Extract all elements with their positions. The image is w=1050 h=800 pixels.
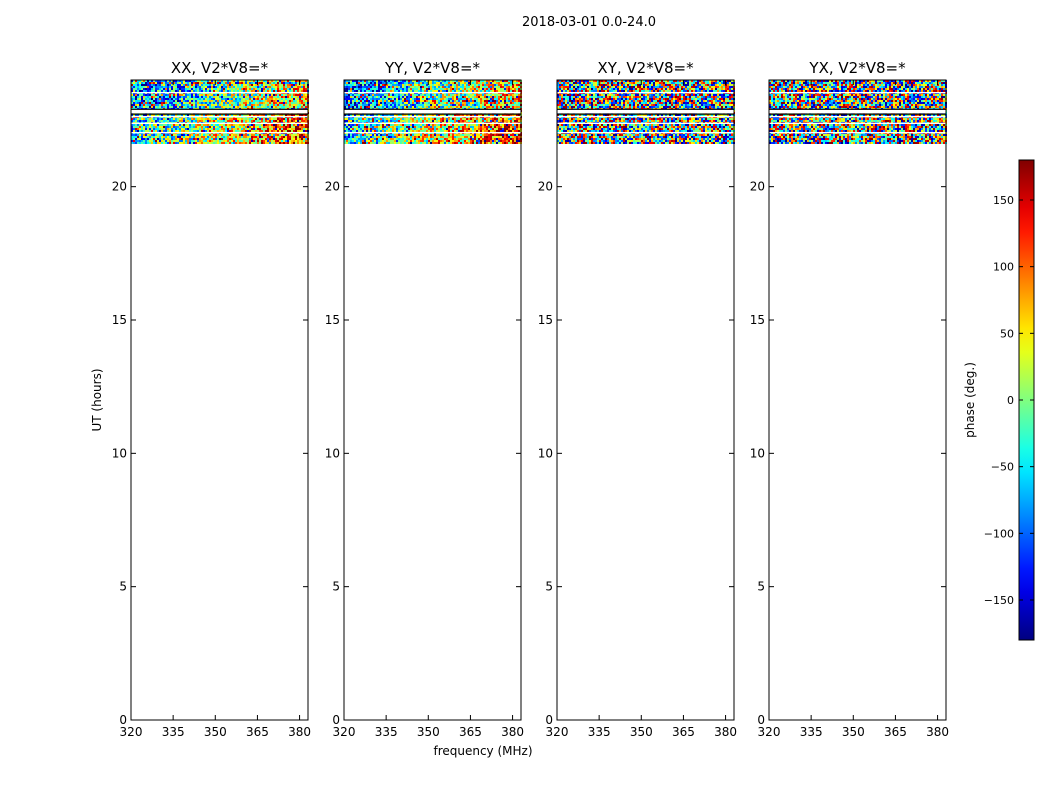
colorbar-tick-label: −50 — [991, 461, 1014, 474]
gap-band — [769, 109, 946, 114]
gap-band — [557, 109, 734, 114]
y-axis-label: UT (hours) — [90, 368, 104, 431]
x-tick-label: 365 — [459, 725, 482, 739]
x-tick-label: 335 — [800, 725, 823, 739]
y-tick-label: 5 — [332, 580, 340, 594]
y-tick-label: 20 — [750, 180, 765, 194]
gap-band — [344, 122, 521, 124]
panel-title: YX, V2*V8=* — [808, 59, 906, 77]
panel-frame — [768, 79, 947, 721]
panel-title: XY, V2*V8=* — [597, 59, 694, 77]
x-tick-label: 365 — [672, 725, 695, 739]
y-tick-label: 5 — [757, 580, 765, 594]
y-tick-label: 15 — [112, 313, 127, 327]
y-tick-label: 15 — [538, 313, 553, 327]
gap-band — [131, 132, 308, 134]
x-tick-label: 350 — [204, 725, 227, 739]
y-tick-label: 15 — [750, 313, 765, 327]
colorbar-label: phase (deg.) — [963, 362, 977, 438]
y-tick-label: 20 — [538, 180, 553, 194]
x-tick-label: 350 — [630, 725, 653, 739]
gap-band — [344, 116, 521, 118]
gap-band — [557, 116, 734, 118]
x-tick-label: 350 — [842, 725, 865, 739]
figure-title: 2018-03-01 0.0-24.0 — [522, 15, 656, 30]
panel-frame — [130, 79, 309, 721]
x-tick-label: 335 — [162, 725, 185, 739]
gap-band — [557, 132, 734, 134]
y-tick-label: 10 — [325, 446, 340, 460]
x-tick-label: 365 — [246, 725, 269, 739]
panel-1: XX, V2*V8=* 320 335 350 365 380 0 5 10 15 20 — [112, 59, 311, 739]
x-tick-label: 320 — [120, 725, 143, 739]
x-tick-label: 335 — [588, 725, 611, 739]
gap-band — [344, 132, 521, 134]
y-tick-label: 20 — [112, 180, 127, 194]
panel-2: YY, V2*V8=* 320 335 350 365 380 0 5 10 15 20 — [325, 59, 524, 739]
panel-4: YX, V2*V8=* 320 335 350 365 380 0 5 10 15 20 — [750, 59, 949, 739]
colorbar-tick-label: −100 — [984, 527, 1014, 540]
panel-frame — [556, 79, 735, 721]
gap-band — [131, 116, 308, 118]
panel-title: YY, V2*V8=* — [384, 59, 481, 77]
gap-band — [769, 92, 946, 94]
y-tick-label: 0 — [332, 713, 340, 727]
panel-3: XY, V2*V8=* 320 335 350 365 380 0 5 10 15 20 — [538, 59, 737, 739]
colorbar-tick-label: 100 — [993, 261, 1014, 274]
y-tick-label: 5 — [119, 580, 127, 594]
x-tick-label: 320 — [546, 725, 569, 739]
x-tick-label: 350 — [417, 725, 440, 739]
gap-band — [769, 116, 946, 118]
gap-band — [769, 122, 946, 124]
gap-band — [557, 92, 734, 94]
panel-title: XX, V2*V8=* — [171, 59, 269, 77]
y-tick-label: 0 — [545, 713, 553, 727]
gap-band — [131, 122, 308, 124]
gap-band — [131, 92, 308, 94]
x-tick-label: 365 — [884, 725, 907, 739]
y-tick-label: 15 — [325, 313, 340, 327]
x-tick-label: 380 — [288, 725, 311, 739]
heatmap-4 — [769, 80, 947, 144]
x-tick-label: 380 — [926, 725, 949, 739]
colorbar-tick-label: 0 — [1007, 394, 1014, 407]
x-tick-label: 380 — [501, 725, 524, 739]
gap-band — [344, 109, 521, 114]
y-tick-label: 10 — [538, 446, 553, 460]
y-tick-label: 10 — [112, 446, 127, 460]
colorbar: 150 100 50 0 −50 −100 −150 phase (deg.) — [963, 159, 1035, 641]
gap-band — [557, 122, 734, 124]
gap-band — [344, 92, 521, 94]
x-tick-label: 320 — [333, 725, 356, 739]
y-tick-label: 10 — [750, 446, 765, 460]
x-tick-label: 335 — [375, 725, 398, 739]
x-tick-label: 380 — [714, 725, 737, 739]
x-tick-label: 320 — [758, 725, 781, 739]
panel-frame — [343, 79, 522, 721]
x-axis-label: frequency (MHz) — [433, 744, 532, 758]
gap-band — [131, 109, 308, 114]
colorbar-tick-label: −150 — [984, 594, 1014, 607]
y-tick-label: 0 — [119, 713, 127, 727]
gap-band — [769, 132, 946, 134]
y-tick-label: 20 — [325, 180, 340, 194]
y-tick-label: 5 — [545, 580, 553, 594]
colorbar-tick-label: 150 — [993, 194, 1014, 207]
colorbar-tick-label: 50 — [1000, 327, 1014, 340]
y-tick-label: 0 — [757, 713, 765, 727]
